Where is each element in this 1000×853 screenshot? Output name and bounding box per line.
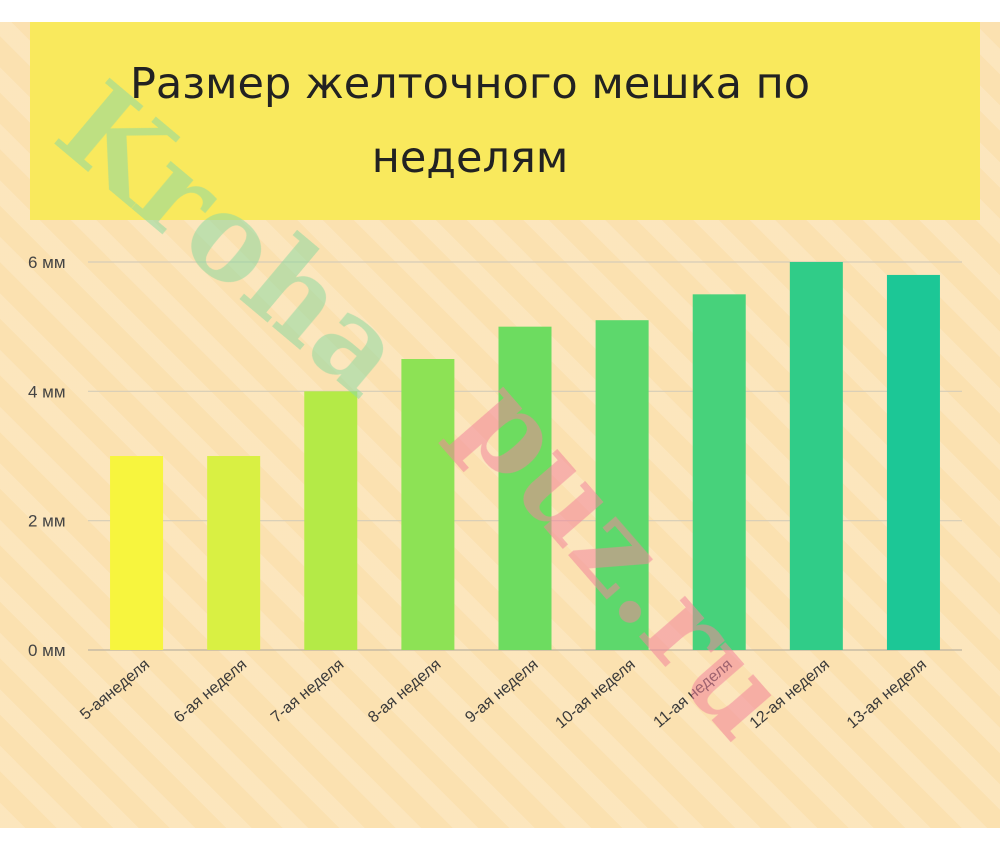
bars [110,262,940,650]
x-tick-label: 5-аянеделя [77,656,153,724]
bar [110,456,164,650]
bar [401,359,455,650]
bar [207,456,261,650]
y-tick-label: 0 мм [28,641,66,660]
x-tick-label: 8-ая неделя [365,656,444,726]
x-tick-label: 6-ая неделя [171,656,250,726]
bar [595,320,649,650]
bar [692,294,746,650]
y-tick-label: 6 мм [28,253,66,272]
watermark-text-left: Kroha [32,55,432,422]
bar [304,391,358,650]
x-tick-label: 7-ая неделя [268,656,347,726]
y-axis-ticks: 0 мм 2 мм 4 мм 6 мм [28,253,66,660]
title-band: Размер желточного мешка по неделям [30,22,980,220]
bar [789,262,843,650]
x-tick-label: 13-ая неделя [844,656,930,732]
y-tick-label: 2 мм [28,512,66,531]
x-tick-label: 10-ая неделя [553,656,639,732]
chart-title: Размер желточного мешка по неделям [129,59,811,183]
bar [498,326,552,650]
bar [886,274,940,650]
x-tick-label: 9-ая неделя [462,656,541,726]
y-tick-label: 4 мм [28,382,66,401]
